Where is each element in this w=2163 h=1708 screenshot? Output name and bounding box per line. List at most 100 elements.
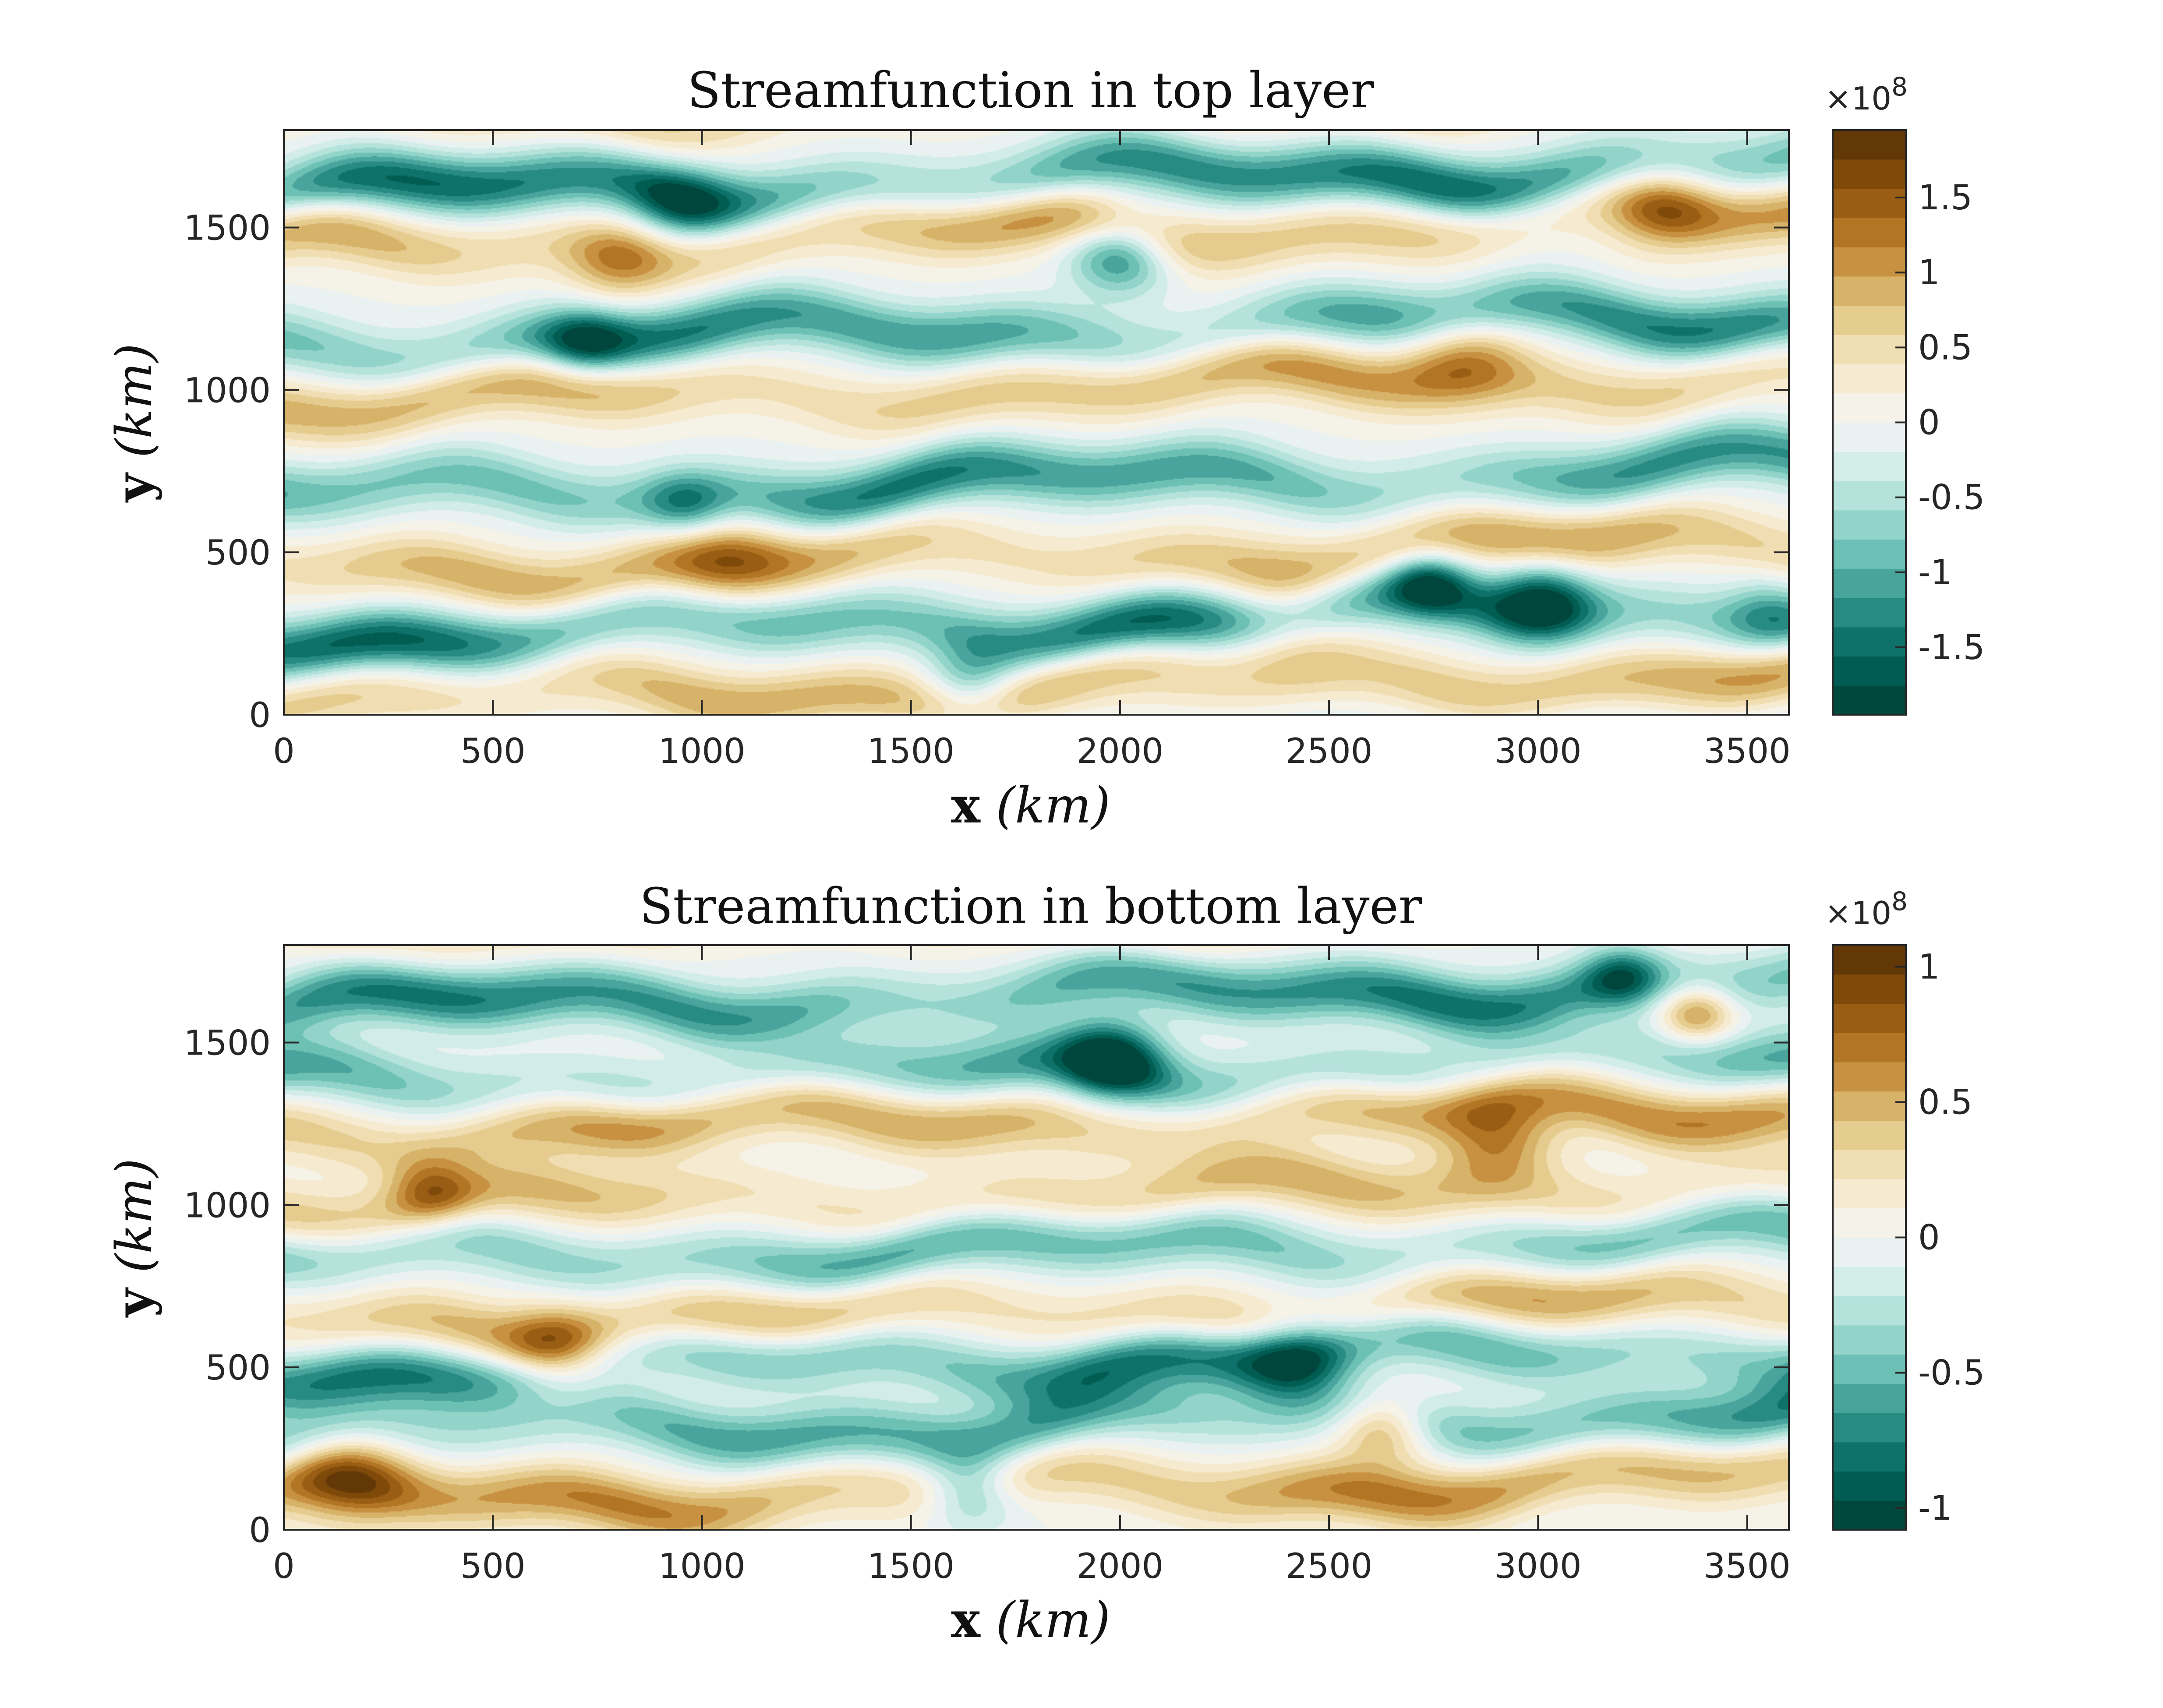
top-colorbar: -1.5 -1 -0.5 0 0.5 1 1.5 [1833,130,1985,715]
bottom-contour-field [284,945,1789,1530]
top-colorbar-level-2 [1833,627,1906,657]
bottom-colorbar-tick-label-0.5: 0.5 [1918,1083,1972,1122]
bottom-colorbar-level-5 [1833,1354,1906,1384]
bottom-panel-title: Streamfunction in bottom layer [640,878,1422,935]
bottom-axes-ticks: 0 500 1000 1500 2000 2500 3000 3500 0 500 1000 1500 [184,945,1791,1586]
bottom-x-tick-label-500: 500 [460,1547,526,1586]
top-colorbar-level-11 [1833,364,1906,394]
bottom-colorbar-level-17 [1833,1003,1906,1033]
bottom-colorbar-level-16 [1833,1033,1906,1062]
top-colorbar-tick-label-1: 1 [1918,253,1940,293]
top-colorbar-multiplier: ×10 [1825,80,1891,117]
bottom-y-tick-label-1000: 1000 [184,1186,271,1225]
top-x-axis-label: x (km) [951,777,1110,834]
top-colorbar-level-4 [1833,568,1906,598]
bottom-colorbar-power: 8 [1891,886,1908,916]
top-x-tick-label-1500: 1500 [867,732,954,771]
top-colorbar-level-13 [1833,305,1906,335]
bottom-x-axis-label: x (km) [951,1592,1110,1649]
bottom-colorbar-tick-label-1: 1 [1918,947,1940,987]
top-colorbar-level-12 [1833,335,1906,364]
top-colorbar-level-18 [1833,159,1906,189]
bottom-y-axis-unit: (km) [106,1158,163,1273]
top-colorbar-tick-label-1.5: 1.5 [1918,178,1972,218]
top-colorbar-tick-label--1: -1 [1918,553,1952,593]
top-colorbar-tick-label-0: 0 [1918,403,1940,443]
top-colorbar-level-5 [1833,539,1906,569]
top-colorbar-level-10 [1833,393,1906,423]
bottom-colorbar-level-7 [1833,1296,1906,1326]
bottom-colorbar-level-9 [1833,1237,1906,1267]
bottom-colorbar-level-2 [1833,1442,1906,1472]
top-axes-ticks: 0 500 1000 1500 2000 2500 3000 3500 0 500 1000 1500 [184,130,1791,771]
bottom-y-axis-symbol: y [106,1287,163,1318]
bottom-colorbar-level-14 [1833,1091,1906,1121]
top-x-tick-label-0: 0 [273,732,295,771]
bottom-colorbar-level-12 [1833,1150,1906,1179]
bottom-colorbar-frame [1832,944,1907,1531]
top-x-tick-label-3500: 3500 [1704,732,1791,771]
bottom-colorbar-level-18 [1833,974,1906,1004]
bottom-plot-area [284,945,1789,1530]
top-panel-title: Streamfunction in top layer [687,62,1374,119]
top-y-axis-label: y (km) [106,343,163,503]
top-y-axis-unit: (km) [106,343,163,458]
top-colorbar-level-8 [1833,452,1906,481]
top-colorbar-tick-label--1.5: -1.5 [1918,628,1985,667]
bottom-colorbar-tick-label--1: -1 [1918,1489,1952,1528]
top-colorbar-level-16 [1833,218,1906,247]
top-colorbar-level-0 [1833,685,1906,715]
bottom-colorbar-multiplier: ×10 [1825,895,1891,932]
top-colorbar-exponent: ×108 [1825,72,1908,117]
top-colorbar-frame [1832,129,1907,716]
top-colorbar-tick-label--0.5: -0.5 [1918,478,1985,518]
bottom-x-tick-label-3500: 3500 [1704,1547,1791,1586]
bottom-colorbar-level-10 [1833,1208,1906,1238]
top-x-tick-label-3000: 3000 [1495,732,1582,771]
bottom-x-axis-unit: (km) [996,1592,1110,1649]
top-contour-field [284,130,1789,715]
top-colorbar-level-1 [1833,656,1906,686]
bottom-colorbar-level-13 [1833,1120,1906,1150]
top-colorbar-level-9 [1833,422,1906,452]
bottom-colorbar-exponent: ×108 [1825,886,1908,932]
bottom-colorbar-level-1 [1833,1471,1906,1501]
top-x-tick-label-2000: 2000 [1077,732,1164,771]
top-plot-frame [283,129,1790,716]
bottom-colorbar-level-4 [1833,1383,1906,1413]
bottom-colorbar-level-19 [1833,945,1906,975]
bottom-y-tick-label-1500: 1500 [184,1024,271,1063]
bottom-x-tick-label-2500: 2500 [1286,1547,1373,1586]
top-colorbar-level-17 [1833,188,1906,218]
top-colorbar-level-3 [1833,598,1906,628]
top-colorbar-level-19 [1833,130,1906,160]
top-y-axis-symbol: y [106,472,163,503]
top-colorbar-tick-label-0.5: 0.5 [1918,328,1972,367]
bottom-colorbar-level-0 [1833,1500,1906,1530]
top-plot-area [284,130,1789,715]
bottom-colorbar-level-11 [1833,1179,1906,1209]
top-y-tick-label-500: 500 [205,533,271,573]
top-x-tick-label-500: 500 [460,732,526,771]
bottom-y-tick-label-500: 500 [205,1348,271,1388]
bottom-colorbar: -1 -0.5 0 0.5 1 [1833,945,1985,1530]
top-x-tick-label-1000: 1000 [658,732,746,771]
top-x-axis-symbol: x [951,777,981,834]
top-x-axis-unit: (km) [996,777,1110,834]
top-y-tick-label-1000: 1000 [184,371,271,410]
bottom-y-axis-label: y (km) [106,1158,163,1318]
top-colorbar-level-6 [1833,510,1906,540]
bottom-y-tick-label-0: 0 [249,1511,271,1550]
bottom-colorbar-tick-label--0.5: -0.5 [1918,1354,1985,1393]
top-y-tick-label-1500: 1500 [184,209,271,248]
bottom-x-tick-label-0: 0 [273,1547,295,1586]
top-colorbar-level-7 [1833,481,1906,511]
top-colorbar-power: 8 [1891,72,1908,102]
bottom-colorbar-level-6 [1833,1325,1906,1355]
bottom-x-tick-label-1000: 1000 [658,1547,746,1586]
bottom-x-tick-label-1500: 1500 [867,1547,954,1586]
top-x-tick-label-2500: 2500 [1286,732,1373,771]
bottom-x-tick-label-3000: 3000 [1495,1547,1582,1586]
top-colorbar-level-15 [1833,247,1906,277]
